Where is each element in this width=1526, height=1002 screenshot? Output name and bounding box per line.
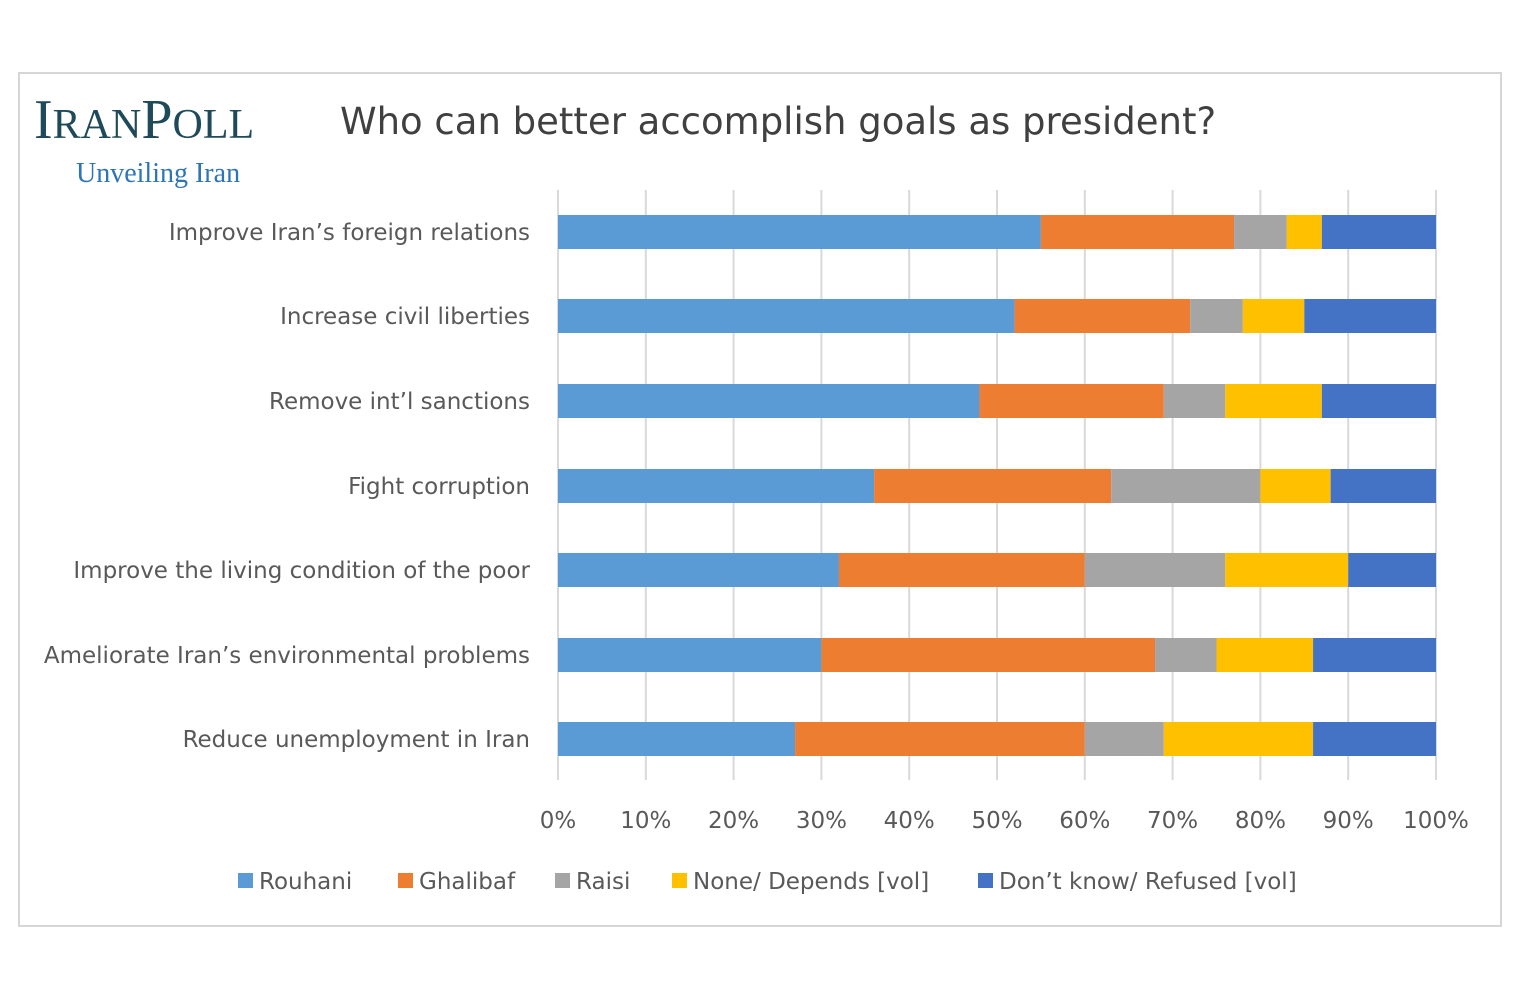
- legend-swatch: [398, 873, 413, 888]
- legend-swatch: [555, 873, 570, 888]
- bar-segment: [1260, 469, 1331, 503]
- x-tick-label: 50%: [971, 808, 1022, 834]
- legend-label: Raisi: [576, 869, 630, 895]
- category-label: Improve the living condition of the poor: [73, 558, 530, 584]
- x-tick-label: 30%: [796, 808, 847, 834]
- legend-swatch: [672, 873, 687, 888]
- legend-label: Ghalibaf: [419, 869, 516, 895]
- x-tick-label: 90%: [1323, 808, 1374, 834]
- category-label: Improve Iran’s foreign relations: [169, 220, 530, 246]
- x-tick-label: 20%: [708, 808, 759, 834]
- bar-segment: [1155, 638, 1217, 672]
- bar-segment: [1321, 384, 1436, 418]
- bar-segment: [558, 384, 980, 418]
- legend-label: Don’t know/ Refused [vol]: [999, 869, 1297, 895]
- chart-title: Who can better accomplish goals as presi…: [340, 100, 1217, 143]
- x-tick-label: 100%: [1403, 808, 1469, 834]
- bar-segment: [1242, 299, 1305, 333]
- bar-segment: [558, 638, 822, 672]
- category-label: Fight corruption: [348, 474, 530, 500]
- bar-segment: [1234, 215, 1287, 249]
- bar-segment: [1163, 384, 1226, 418]
- bar-segment: [1313, 722, 1436, 756]
- bar-segment: [1225, 553, 1349, 587]
- legend-label: Rouhani: [259, 869, 352, 895]
- bar-segment: [1286, 215, 1322, 249]
- x-tick-label: 0%: [540, 808, 577, 834]
- bar-segment: [1330, 469, 1436, 503]
- category-label: Ameliorate Iran’s environmental problems: [44, 643, 530, 669]
- x-tick-label: 10%: [620, 808, 671, 834]
- bar-segment: [1040, 215, 1235, 249]
- bar-segment: [1014, 299, 1191, 333]
- logo-letter-2: P: [141, 89, 173, 151]
- bar-segment: [1313, 638, 1436, 672]
- legend-swatch: [978, 873, 993, 888]
- x-tick-label: 70%: [1147, 808, 1198, 834]
- bar-segment: [1084, 722, 1164, 756]
- x-tick-label: 60%: [1059, 808, 1110, 834]
- bar-segment: [821, 638, 1156, 672]
- logo-letter-1: I: [34, 89, 53, 151]
- logo-part-2: OLL: [172, 102, 255, 148]
- bar-segment: [1190, 299, 1243, 333]
- legend-swatch: [238, 873, 253, 888]
- bar-segment: [1216, 638, 1314, 672]
- bar-segment: [558, 722, 796, 756]
- category-label: Increase civil liberties: [280, 304, 530, 330]
- bar-segment: [795, 722, 1085, 756]
- bar-segment: [838, 553, 1085, 587]
- bar-segment: [874, 469, 1112, 503]
- iranpoll-logo: IRANPOLL: [34, 92, 254, 148]
- bar-segment: [558, 299, 1015, 333]
- logo-tagline: Unveiling Iran: [76, 158, 241, 189]
- x-tick-label: 40%: [884, 808, 935, 834]
- category-label: Reduce unemployment in Iran: [183, 727, 530, 753]
- bar-segment: [1084, 553, 1226, 587]
- bar-segment: [1225, 384, 1322, 418]
- bar-segment: [1111, 469, 1261, 503]
- bar-segment: [1304, 299, 1436, 333]
- bar-segment: [979, 384, 1164, 418]
- bar-segment: [558, 469, 875, 503]
- bar-segment: [1348, 553, 1436, 587]
- logo-part-1: RAN: [52, 102, 142, 148]
- bar-segment: [558, 553, 839, 587]
- x-tick-label: 80%: [1235, 808, 1286, 834]
- category-label: Remove int’l sanctions: [269, 389, 530, 415]
- bar-segment: [1163, 722, 1314, 756]
- legend-label: None/ Depends [vol]: [693, 869, 929, 895]
- bar-segment: [1321, 215, 1436, 249]
- bar-segment: [558, 215, 1041, 249]
